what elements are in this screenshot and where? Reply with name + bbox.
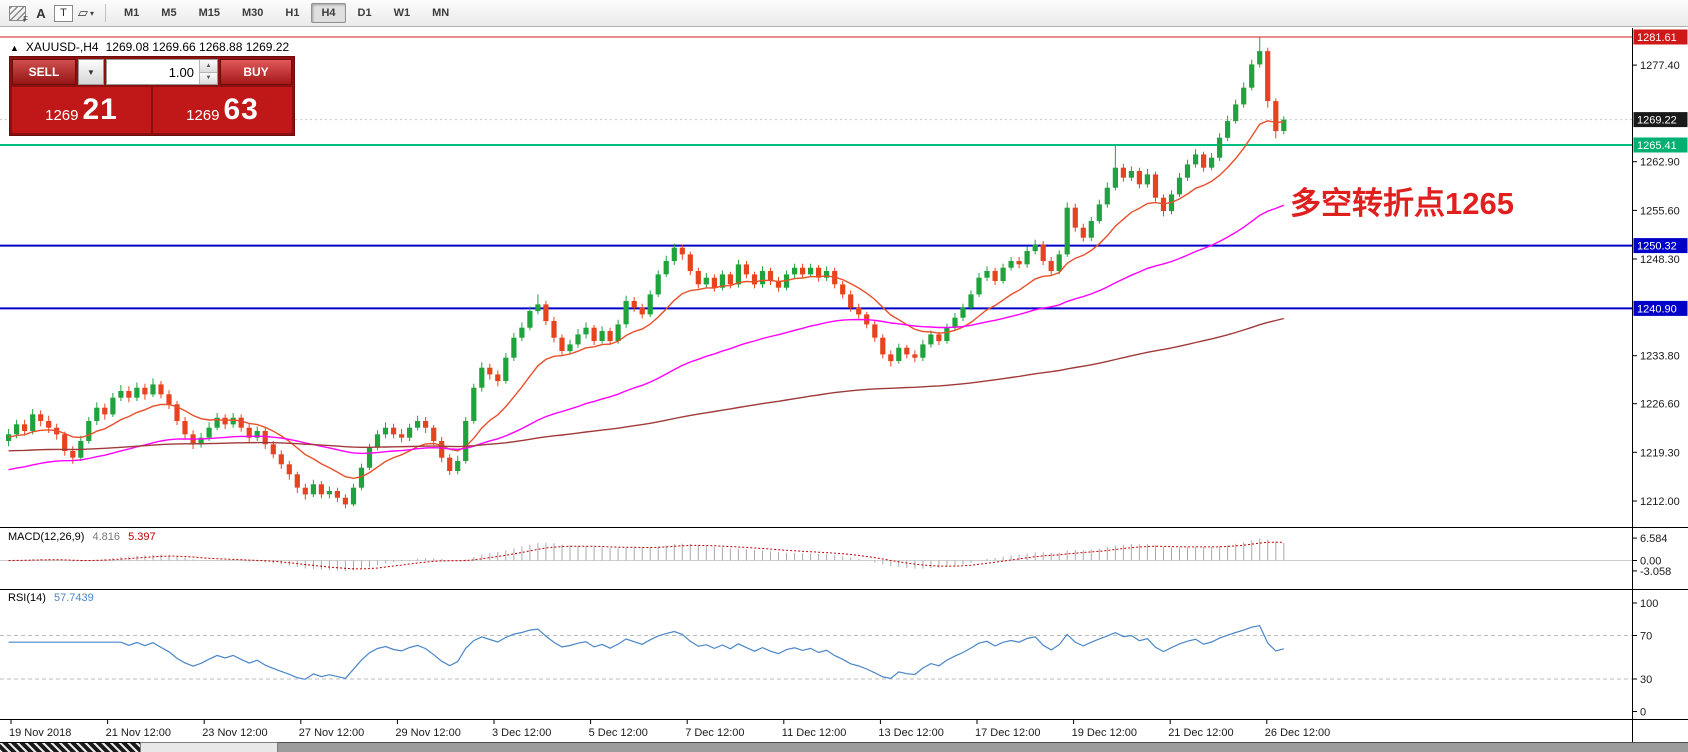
top-toolbar: F A T ▱ ▾ M1 M5 M15 M30 H1 H4 D1 W1 MN xyxy=(0,0,1688,27)
svg-text:1248.30: 1248.30 xyxy=(1640,254,1680,266)
macd-name: MACD(12,26,9) xyxy=(8,531,85,543)
svg-text:23 Nov 12:00: 23 Nov 12:00 xyxy=(202,727,267,739)
macd-signal-value: 5.397 xyxy=(128,531,156,543)
svg-text:1219.30: 1219.30 xyxy=(1640,447,1680,459)
svg-text:6.584: 6.584 xyxy=(1640,533,1668,545)
time-axis: 19 Nov 2018 21 Nov 12:00 23 Nov 12:00 27 No… xyxy=(9,719,1330,739)
hatch-pattern-icon[interactable]: F xyxy=(6,3,28,24)
svg-text:1269.22: 1269.22 xyxy=(1637,115,1677,127)
price-axis: 1277.40 1262.90 1255.60 1248.30 1233.80 1226.… xyxy=(1632,29,1688,508)
svg-text:0: 0 xyxy=(1640,707,1646,719)
hatch-icon-label: F xyxy=(23,14,28,24)
rsi-value: 57.7439 xyxy=(53,592,94,604)
sell-button[interactable]: SELL xyxy=(12,59,76,85)
active-chart-tab[interactable] xyxy=(140,742,278,752)
timeframe-d1[interactable]: D1 xyxy=(357,7,372,19)
timeframe-buttons: M1 M5 M15 M30 H1 H4 D1 W1 MN xyxy=(113,3,460,23)
svg-text:1265.41: 1265.41 xyxy=(1637,140,1677,152)
svg-text:27 Nov 12:00: 27 Nov 12:00 xyxy=(299,727,364,739)
volume-input[interactable]: 1.00 ▲ ▼ xyxy=(106,59,218,85)
dropdown-caret-icon: ▾ xyxy=(89,8,94,18)
rsi-name: RSI(14) xyxy=(8,592,46,604)
svg-text:7 Dec 12:00: 7 Dec 12:00 xyxy=(685,727,744,739)
one-click-trading-panel: SELL ▼ 1.00 ▲ ▼ BUY 1269 21 1269 63 xyxy=(9,56,295,136)
svg-text:13 Dec 12:00: 13 Dec 12:00 xyxy=(878,727,943,739)
svg-text:1240.90: 1240.90 xyxy=(1637,303,1677,315)
svg-text:26 Dec 12:00: 26 Dec 12:00 xyxy=(1265,727,1330,739)
chart-tabs-strip xyxy=(0,742,1688,752)
volume-decrease-button[interactable]: ▼ xyxy=(200,72,217,84)
volume-value: 1.00 xyxy=(168,64,194,80)
svg-text:1226.60: 1226.60 xyxy=(1640,399,1680,411)
shapes-glyph: ▱ xyxy=(77,5,88,20)
svg-text:3 Dec 12:00: 3 Dec 12:00 xyxy=(492,727,551,739)
timeframe-m5[interactable]: M5 xyxy=(161,7,177,19)
ask-price-display[interactable]: 1269 63 xyxy=(153,87,292,133)
symbol-icon: ▲ xyxy=(10,43,19,53)
text-tool-icon[interactable]: T xyxy=(54,4,73,22)
svg-text:1255.60: 1255.60 xyxy=(1640,205,1680,217)
svg-text:1250.32: 1250.32 xyxy=(1637,241,1677,253)
svg-text:29 Nov 12:00: 29 Nov 12:00 xyxy=(395,727,460,739)
svg-text:1277.40: 1277.40 xyxy=(1640,60,1680,72)
timeframe-mn[interactable]: MN xyxy=(432,7,450,19)
macd-value: 4.816 xyxy=(92,531,121,543)
svg-text:1262.90: 1262.90 xyxy=(1640,157,1680,169)
timeframe-h4[interactable]: H4 xyxy=(311,3,346,23)
svg-text:11 Dec 12:00: 11 Dec 12:00 xyxy=(782,727,847,739)
timeframe-h1[interactable]: H1 xyxy=(285,7,300,19)
moving-averages-layer xyxy=(8,120,1285,480)
ask-main-digits: 1269 xyxy=(186,106,220,124)
svg-text:-3.058: -3.058 xyxy=(1640,566,1671,578)
symbol-name: XAUUSD-,H4 xyxy=(25,40,99,54)
bid-price-display[interactable]: 1269 21 xyxy=(12,87,153,133)
timeframe-m15[interactable]: M15 xyxy=(198,7,220,19)
svg-text:19 Dec 12:00: 19 Dec 12:00 xyxy=(1072,727,1137,739)
macd-histogram xyxy=(16,538,1285,571)
bid-main-digits: 1269 xyxy=(45,106,79,124)
rsi-label: RSI(14) 57.7439 xyxy=(8,592,94,604)
svg-text:30: 30 xyxy=(1640,674,1652,686)
bid-pip-digits: 21 xyxy=(82,93,118,126)
shapes-tool-icon[interactable]: ▱ ▾ xyxy=(75,3,97,24)
svg-text:0.00: 0.00 xyxy=(1640,556,1661,568)
symbol-ohlc-values: 1269.08 1269.66 1268.88 1269.22 xyxy=(105,40,290,54)
volume-dropdown-button[interactable]: ▼ xyxy=(78,59,104,85)
chart-annotation-text: 多空转折点1265 xyxy=(1290,186,1514,221)
toolbar-separator xyxy=(105,4,106,22)
hatch-glyph xyxy=(8,5,26,21)
timeframe-m1[interactable]: M1 xyxy=(124,7,140,19)
svg-text:1233.80: 1233.80 xyxy=(1640,351,1680,363)
svg-text:5 Dec 12:00: 5 Dec 12:00 xyxy=(589,727,648,739)
svg-text:100: 100 xyxy=(1640,598,1658,610)
timeframe-w1[interactable]: W1 xyxy=(393,7,411,19)
macd-label: MACD(12,26,9) 4.816 5.397 xyxy=(8,531,156,543)
buy-button[interactable]: BUY xyxy=(220,59,292,85)
macd-signal-line xyxy=(8,541,1284,570)
svg-text:17 Dec 12:00: 17 Dec 12:00 xyxy=(975,727,1040,739)
tabs-strip-filler xyxy=(278,742,1688,752)
arrow-cursor-icon[interactable]: A xyxy=(36,5,46,21)
timeframe-m30[interactable]: M30 xyxy=(241,7,264,19)
svg-text:19 Nov 2018: 19 Nov 2018 xyxy=(9,727,71,739)
tabs-hatch-pattern xyxy=(0,742,140,752)
svg-text:1212.00: 1212.00 xyxy=(1640,496,1680,508)
chart-symbol-title: ▲ XAUUSD-,H4 1269.08 1269.66 1268.88 126… xyxy=(10,40,289,54)
ask-pip-digits: 63 xyxy=(223,93,259,126)
svg-text:21 Nov 12:00: 21 Nov 12:00 xyxy=(106,727,171,739)
rsi-line xyxy=(8,625,1284,680)
svg-text:1281.61: 1281.61 xyxy=(1637,32,1677,44)
svg-text:21 Dec 12:00: 21 Dec 12:00 xyxy=(1168,727,1233,739)
volume-increase-button[interactable]: ▲ xyxy=(200,60,217,73)
volume-spinner: ▲ ▼ xyxy=(199,60,217,84)
svg-text:70: 70 xyxy=(1640,631,1652,643)
